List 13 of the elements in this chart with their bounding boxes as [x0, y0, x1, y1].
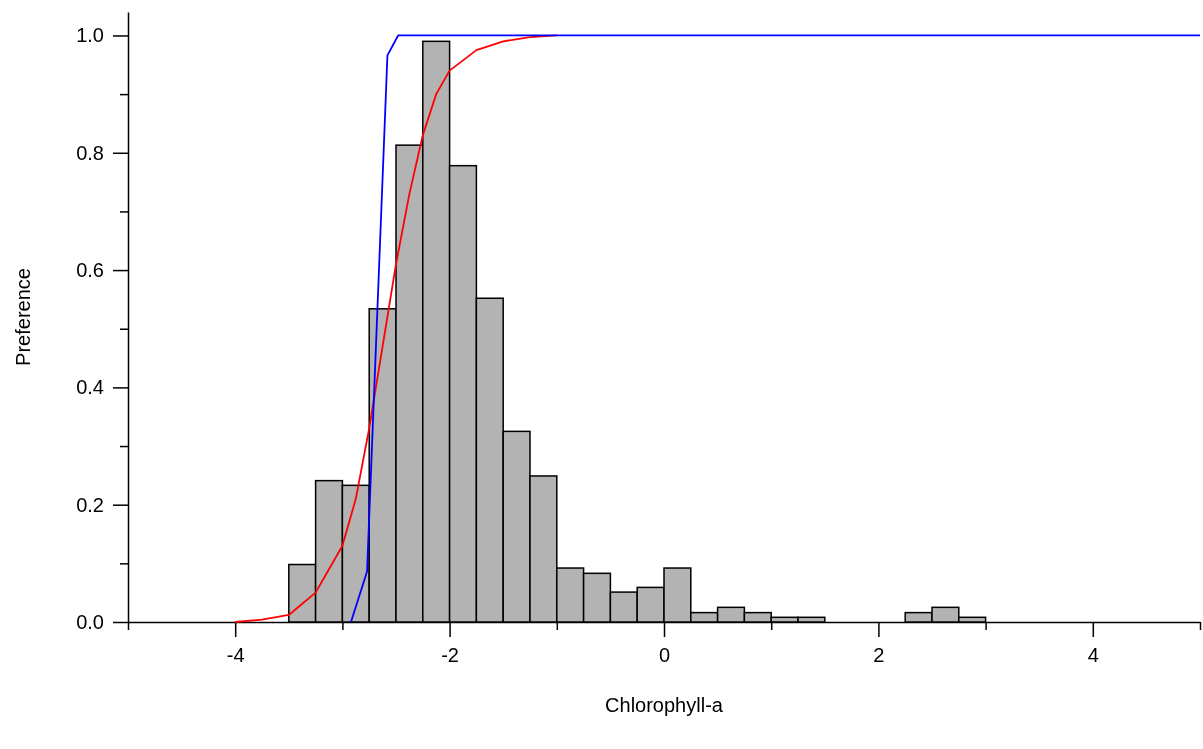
x-tick-label: -4 [226, 644, 245, 667]
y-tick-label: 1.0 [76, 24, 104, 47]
x-tick-label: 4 [1087, 644, 1099, 667]
y-tick-label: 0.2 [76, 493, 104, 516]
y-tick-label: 0.4 [76, 376, 104, 399]
x-tick-label: -2 [441, 644, 459, 667]
x-tick-label: 0 [658, 644, 671, 667]
y-tick-label: 0.0 [76, 610, 104, 633]
x-axis-title: Chlorophyll-a [605, 694, 724, 716]
y-tick-label: 0.8 [76, 141, 104, 164]
y-tick-label: 0.6 [76, 258, 104, 281]
y-axis-title: Preference [12, 268, 34, 366]
x-tick-label: 2 [873, 644, 885, 667]
